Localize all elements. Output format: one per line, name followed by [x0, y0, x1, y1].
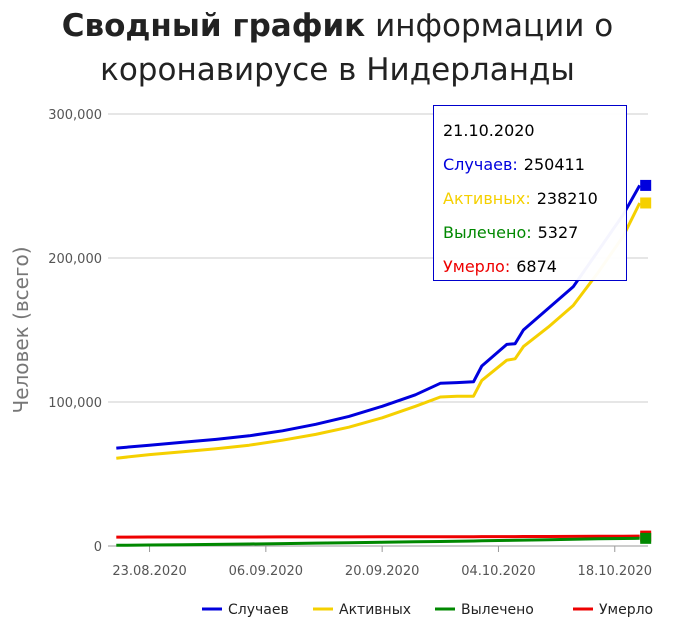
- chart-title-rest: информации о коронавирусе в Нидерланды: [100, 8, 614, 88]
- series-point[interactable]: [640, 532, 652, 544]
- chart-title: Сводный график информации о коронавирусе…: [0, 4, 675, 92]
- legend-label: Случаев: [228, 602, 289, 618]
- tooltip-label: Случаев:: [443, 155, 518, 174]
- series-point[interactable]: [640, 197, 652, 209]
- tooltip-label: Умерло:: [443, 257, 511, 276]
- y-axis-label: Человек (всего): [9, 246, 33, 413]
- series-line[interactable]: [116, 536, 640, 547]
- legend-label: Умерло: [599, 602, 653, 618]
- tooltip-row: Вылечено: 5327: [443, 222, 626, 256]
- tooltip-value: 5327: [537, 223, 579, 242]
- plot-area[interactable]: [116, 179, 652, 547]
- y-axis: 0 100,000 200,000 300,000: [48, 108, 102, 555]
- series-line[interactable]: [116, 534, 640, 539]
- tooltip-row: Активных: 238210: [443, 188, 626, 222]
- x-tick-label: 06.09.2020: [229, 564, 303, 579]
- tooltip-value: 238210: [536, 189, 598, 208]
- tooltip-rows: Случаев: 250411 Активных: 238210 Вылечено: 53…: [443, 154, 626, 290]
- legend: Случаев Активных Вылечено Умерло: [202, 602, 653, 618]
- series-point[interactable]: [640, 179, 652, 191]
- x-tick-label: 18.10.2020: [578, 564, 652, 579]
- y-tick-label: 300,000: [48, 108, 102, 123]
- y-tick-label: 100,000: [48, 396, 102, 411]
- series-line[interactable]: [116, 202, 642, 460]
- tooltip-row: Умерло: 6874: [443, 256, 626, 290]
- tooltip-value: 250411: [523, 155, 585, 174]
- tooltip-value: 6874: [516, 257, 557, 276]
- x-tick-label: 20.09.2020: [345, 564, 419, 579]
- tooltip-label: Вылечено:: [443, 223, 532, 242]
- tooltip: 21.10.2020 Случаев: 250411 Активных: 238210…: [433, 105, 627, 281]
- x-tick-label: 04.10.2020: [461, 564, 535, 579]
- x-axis: 23.08.2020 06.09.2020 20.09.2020 04.10.2020…: [112, 546, 652, 579]
- legend-label: Вылечено: [461, 602, 534, 618]
- series-line[interactable]: [116, 184, 642, 450]
- y-tick-label: 200,000: [48, 252, 102, 267]
- y-tick-label: 0: [94, 540, 102, 555]
- chart-title-bold: Сводный график: [61, 8, 366, 44]
- legend-label: Активных: [339, 602, 411, 618]
- tooltip-date: 21.10.2020: [443, 121, 535, 140]
- tooltip-label: Активных:: [443, 189, 531, 208]
- tooltip-row: Случаев: 250411: [443, 154, 626, 188]
- x-tick-label: 23.08.2020: [112, 564, 186, 579]
